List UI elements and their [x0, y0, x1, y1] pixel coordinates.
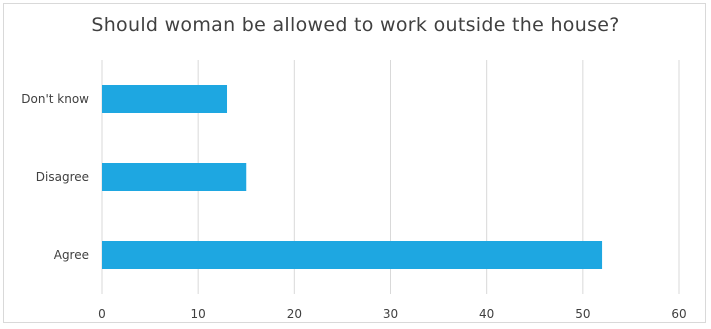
bar-don-t-know [102, 85, 228, 113]
x-tick-label: 40 [479, 307, 494, 321]
x-tick-label: 20 [287, 307, 302, 321]
category-label: Disagree [36, 170, 89, 184]
category-label: Don't know [21, 92, 89, 106]
x-tick-label: 50 [575, 307, 590, 321]
bar-agree [102, 241, 603, 269]
x-tick-label: 10 [191, 307, 206, 321]
x-tick-label: 60 [671, 307, 686, 321]
x-tick-label: 0 [98, 307, 106, 321]
category-label: Agree [54, 248, 89, 262]
bar-disagree [102, 163, 247, 191]
chart-title: Should woman be allowed to work outside … [91, 14, 620, 36]
x-tick-label: 30 [383, 307, 398, 321]
